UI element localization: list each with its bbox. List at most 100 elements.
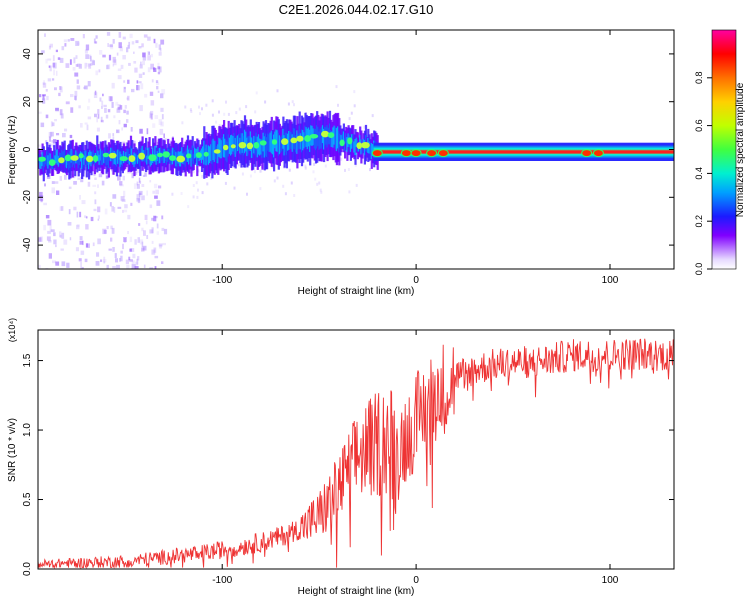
speckle (142, 72, 145, 75)
speckle (124, 237, 126, 243)
speckle (157, 71, 161, 75)
speckle (159, 245, 162, 249)
colorbar-label: Normalized spectral amplitude (735, 82, 746, 217)
band-cell (368, 141, 371, 154)
speckle (64, 128, 68, 132)
speckle (149, 114, 152, 118)
snr-x-ticks: -100 0 100 (212, 330, 619, 586)
band-peak (339, 139, 345, 147)
speckle (116, 130, 119, 133)
speckle (75, 55, 78, 59)
speckle (58, 92, 61, 97)
colorbar-ticks: 0.0 0.2 0.4 0.6 0.8 (694, 72, 712, 275)
speckle (96, 127, 100, 132)
speckle (122, 243, 124, 250)
speckle (42, 98, 46, 104)
speckle (94, 199, 97, 205)
band-cell (40, 159, 43, 169)
speckle (100, 259, 103, 262)
speckle (67, 222, 72, 226)
speckle (78, 105, 81, 109)
speckle (106, 64, 111, 70)
colorbar-tick-label: 0.6 (694, 119, 704, 132)
speckle (49, 65, 52, 72)
speckle (126, 47, 129, 53)
speckle (127, 95, 130, 101)
speckle (161, 89, 166, 95)
narrow-band-knot (592, 149, 604, 158)
x-tick-label: 100 (602, 275, 619, 286)
speckle (139, 180, 142, 184)
snr-frame (37, 329, 675, 570)
speckle (201, 191, 204, 195)
speckle (84, 122, 88, 125)
speckle (55, 49, 58, 53)
band-cell (371, 144, 375, 156)
speckle (161, 227, 165, 231)
speckle (55, 108, 59, 113)
band-peak (361, 142, 370, 149)
speckle (198, 105, 200, 109)
speckle (93, 38, 96, 44)
band-cell (335, 127, 338, 152)
speckle (80, 123, 83, 128)
speckle (74, 72, 79, 77)
band-cell (190, 150, 193, 167)
speckle (136, 85, 140, 91)
y-tick-label: 40 (22, 48, 33, 60)
speckle (103, 104, 107, 108)
speckle (123, 190, 126, 197)
band-cell (289, 130, 292, 149)
speckle (157, 90, 160, 93)
speckle (43, 202, 47, 206)
speckle (129, 33, 133, 39)
speckle (42, 82, 46, 85)
speckle (157, 66, 161, 70)
speckle (113, 115, 116, 119)
speckle (159, 47, 162, 52)
speckle (87, 116, 92, 120)
band-cell (228, 137, 231, 154)
speckle (122, 209, 124, 213)
band-cell (217, 144, 220, 164)
y-tick-label: 0.0 (22, 562, 33, 576)
band-peak (195, 152, 202, 158)
speckle (320, 190, 323, 194)
snr-x-label: Height of straight line (km) (298, 586, 415, 597)
speckle (153, 247, 157, 253)
band-cell (330, 130, 333, 147)
speckle (84, 62, 87, 69)
speckle (85, 224, 89, 230)
band-cell (106, 153, 109, 165)
band-peak (38, 156, 46, 162)
speckle (149, 112, 152, 119)
band-peak (186, 153, 192, 159)
band-cell (107, 151, 110, 168)
band-cell (243, 129, 247, 154)
speckle (88, 98, 91, 103)
speckle (55, 107, 59, 111)
speckle (123, 209, 128, 213)
speckle (112, 266, 116, 269)
speckle (117, 175, 121, 181)
speckle (136, 181, 139, 186)
speckle (97, 218, 100, 221)
speckle (354, 163, 357, 167)
narrow-band-knot (371, 149, 383, 158)
speckle (46, 236, 51, 241)
speckle (158, 243, 163, 247)
speckle (76, 79, 79, 84)
speckle (63, 39, 67, 43)
narrow-band (371, 142, 674, 161)
band-cell (278, 135, 281, 155)
speckle (79, 195, 81, 200)
speckle (59, 86, 62, 90)
speckle (94, 90, 97, 96)
speckle (192, 170, 195, 174)
speckle (150, 63, 154, 70)
band-cell (218, 137, 221, 157)
speckle (128, 256, 131, 261)
speckle (42, 83, 47, 88)
speckle (130, 248, 135, 252)
speckle (104, 108, 107, 113)
